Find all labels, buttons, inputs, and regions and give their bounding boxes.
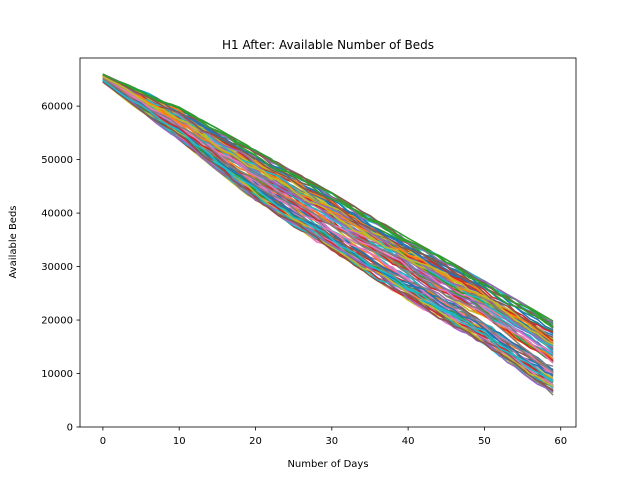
series-line-100 [102, 79, 554, 381]
y-axis-label: Available Beds [8, 205, 19, 278]
x-tick-label: 60 [554, 436, 567, 447]
series-lines [102, 73, 554, 396]
y-tick-label: 20000 [41, 316, 73, 327]
series-line-86 [102, 81, 554, 392]
x-tick-label: 30 [325, 436, 338, 447]
x-tick-label: 10 [173, 436, 186, 447]
series-line-98 [102, 77, 554, 367]
series-line-82 [102, 77, 554, 360]
y-tick-label: 30000 [41, 262, 73, 273]
chart-title: H1 After: Available Number of Beds [222, 38, 434, 52]
y-tick-label: 0 [67, 423, 73, 434]
x-tick-label: 40 [402, 436, 415, 447]
y-tick-label: 50000 [41, 155, 73, 166]
x-axis-ticks: 0 10 20 30 40 50 60 [100, 427, 567, 447]
y-axis-ticks: 0 10000 20000 30000 40000 50000 60000 [41, 102, 80, 434]
y-tick-label: 10000 [41, 369, 73, 380]
x-tick-label: 50 [478, 436, 491, 447]
y-tick-label: 60000 [41, 102, 73, 113]
series-line-99 [102, 75, 554, 346]
x-tick-label: 20 [249, 436, 262, 447]
series-line-96 [102, 74, 554, 338]
x-axis-label: Number of Days [287, 459, 368, 470]
x-tick-label: 0 [100, 436, 106, 447]
y-tick-label: 40000 [41, 209, 73, 220]
series-line-79 [102, 80, 554, 387]
plot-frame [79, 57, 577, 428]
series-line-93 [102, 73, 554, 328]
